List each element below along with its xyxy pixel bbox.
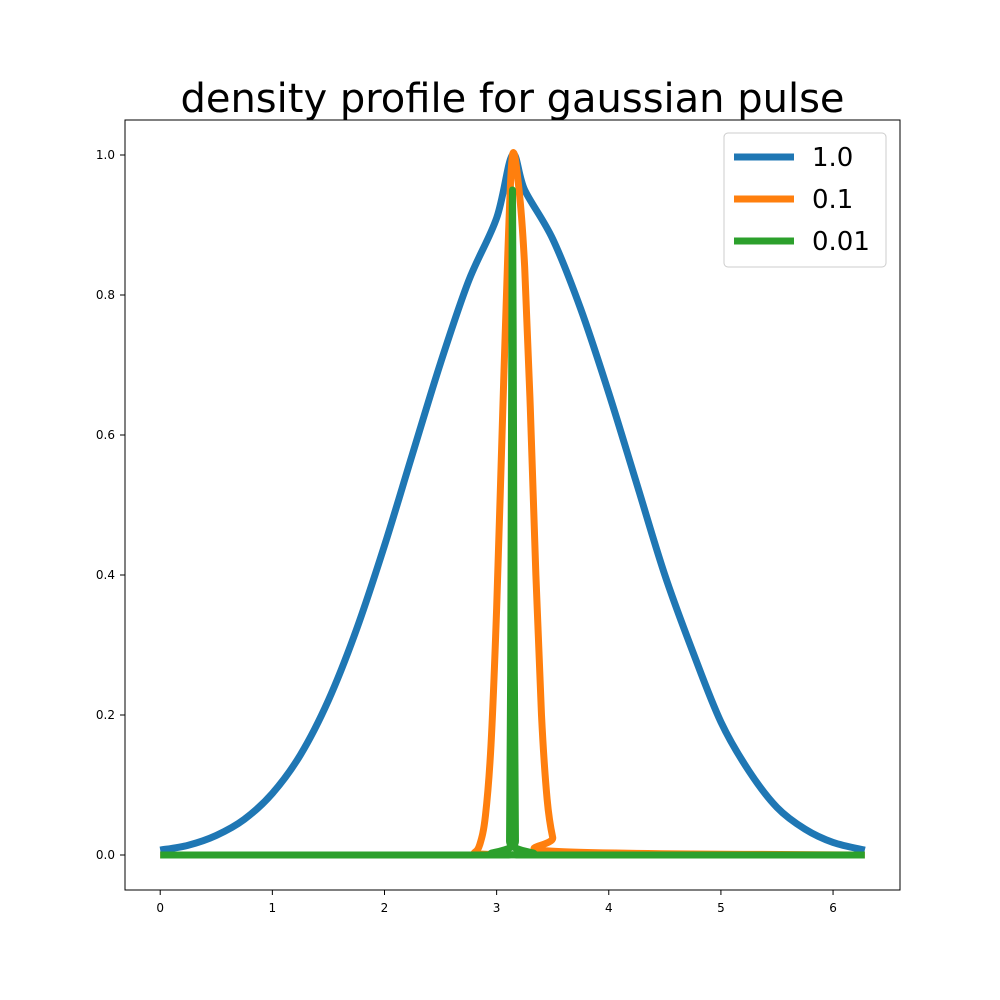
legend-label: 1.0	[812, 143, 853, 173]
x-tick-label: 2	[381, 901, 389, 915]
y-tick-label: 0.0	[96, 848, 115, 862]
y-axis: 0.0 0.2 0.4 0.6 0.8 1.0	[96, 148, 125, 862]
x-axis: 0 1 2 3 4 5 6	[156, 890, 837, 915]
legend-box	[723, 132, 887, 268]
x-tick-label: 0	[156, 901, 164, 915]
y-tick-label: 0.6	[96, 428, 115, 442]
y-tick-label: 0.8	[96, 288, 115, 302]
axes-frame	[124, 119, 901, 891]
x-tick-label: 4	[605, 901, 613, 915]
legend-label: 0.01	[812, 227, 870, 257]
series-line-0-1	[160, 149, 865, 859]
x-tick-label: 1	[269, 901, 277, 915]
y-tick-label: 1.0	[96, 148, 115, 162]
x-tick-label: 6	[829, 901, 837, 915]
series-line-0-01	[160, 186, 865, 859]
x-tick-label: 3	[493, 901, 501, 915]
x-tick-label: 5	[717, 901, 725, 915]
chart-title: density profile for gaussian pulse	[180, 76, 844, 122]
legend-label: 0.1	[812, 185, 853, 215]
series-layer	[159, 149, 866, 859]
axes-border	[124, 119, 901, 891]
y-tick-label: 0.2	[96, 708, 115, 722]
legend: 1.0 0.1 0.01	[723, 132, 887, 268]
y-tick-label: 0.4	[96, 568, 115, 582]
